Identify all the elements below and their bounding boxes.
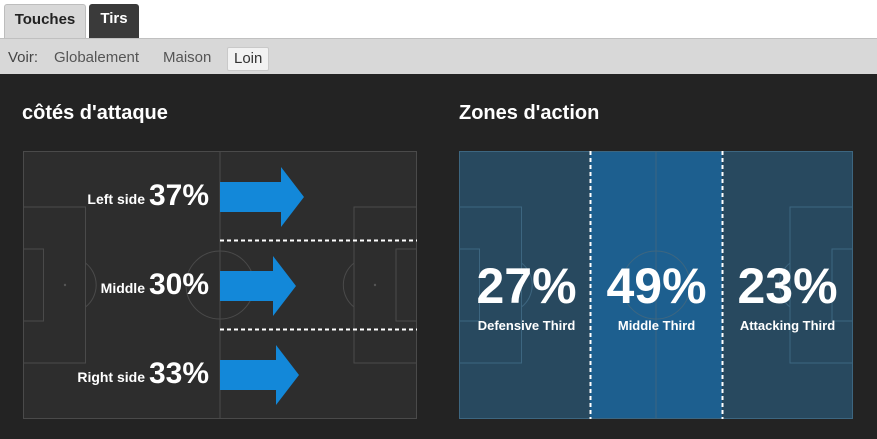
middle-third-label: Middle Third	[617, 318, 696, 333]
left-side-value: 37%	[148, 179, 209, 212]
middle-arrow	[220, 256, 296, 316]
stats-panel: côtés d'attaque Zones d'action	[0, 74, 877, 439]
view-filter-bar: Voir: Globalement Maison Loin	[0, 38, 877, 74]
tab-tirs[interactable]: Tirs	[89, 4, 139, 38]
attacking-third-label: Attacking Third	[739, 318, 836, 333]
middle-stat: Middle 30%	[23, 266, 209, 306]
pitch-markings	[23, 151, 417, 419]
middle-label: Middle	[100, 280, 145, 296]
attack-sides-title: côtés d'attaque	[22, 102, 168, 124]
attacking-third-value: 23%	[737, 258, 838, 314]
zone-markings	[459, 151, 853, 419]
right-side-value: 33%	[148, 357, 209, 390]
right-side-stat: Right side 33%	[23, 355, 209, 395]
defensive-third-label: Defensive Third	[477, 318, 576, 333]
left-side-label: Left side	[87, 191, 145, 207]
filter-label: Voir:	[8, 49, 39, 66]
right-side-label: Right side	[77, 369, 145, 385]
filter-option-loin[interactable]: Loin	[227, 47, 270, 71]
middle-third-value: 49%	[606, 258, 707, 314]
defensive-third-value: 27%	[476, 258, 577, 314]
filter-option-maison[interactable]: Maison	[163, 49, 212, 66]
action-zones-pitch: 27% Defensive Third 49% Middle Third 23%…	[459, 151, 853, 419]
attack-sides-pitch: Left side 37% Middle 30% Right side 33%	[23, 151, 417, 419]
filter-option-globalement[interactable]: Globalement	[54, 49, 140, 66]
left-side-stat: Left side 37%	[23, 177, 209, 217]
tab-bar: Touches Tirs	[0, 0, 877, 38]
tab-touches[interactable]: Touches	[4, 4, 86, 38]
left-side-arrow	[220, 167, 304, 227]
middle-value: 30%	[148, 268, 209, 301]
right-side-arrow	[220, 345, 299, 405]
action-zones-title: Zones d'action	[459, 102, 600, 124]
